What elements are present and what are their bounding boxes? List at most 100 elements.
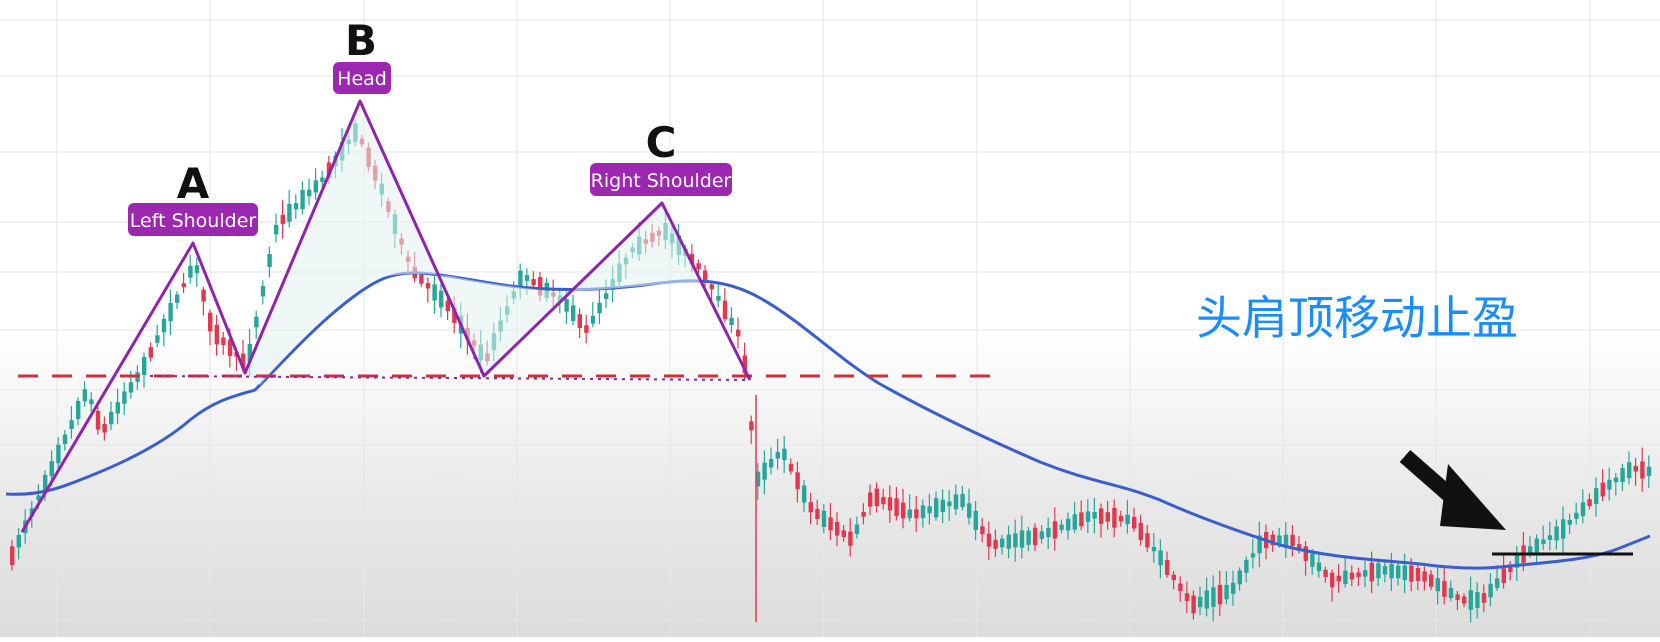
head-shoulders-line [20, 99, 752, 533]
candle-body [1072, 514, 1077, 530]
candle-body [947, 501, 952, 507]
candle-body [881, 496, 886, 505]
candle-body [1349, 572, 1355, 580]
candle-body [307, 189, 312, 197]
candle-body [1158, 550, 1163, 566]
candle-body [597, 302, 602, 314]
candle-body [1554, 526, 1559, 541]
candle-body [1363, 570, 1368, 577]
candle-body [1006, 534, 1011, 549]
candle-body [102, 424, 107, 433]
candle-body [1343, 570, 1348, 584]
candle-body [1369, 562, 1374, 582]
candle-body [848, 531, 853, 546]
candle-body [874, 488, 879, 507]
candle-body [445, 300, 450, 312]
candle-body [1488, 583, 1493, 598]
candle-body [432, 284, 437, 301]
candle-body [1633, 465, 1638, 472]
candle-body [782, 448, 787, 461]
candle-body [293, 203, 299, 210]
candle-body [775, 451, 780, 459]
candle-body [56, 444, 61, 464]
candle-body [161, 318, 167, 333]
arrow-down-right-icon [1399, 449, 1506, 530]
candle-body [148, 347, 153, 358]
candle-body [788, 463, 794, 472]
candle-body [1409, 565, 1414, 582]
candle-body [887, 497, 893, 511]
candle-body [808, 502, 813, 513]
candle-body [907, 509, 912, 519]
candle-body [1646, 466, 1652, 477]
candle-body [742, 355, 747, 374]
candle-body [36, 495, 41, 501]
candle-body [1574, 512, 1579, 519]
candle-body [221, 337, 226, 345]
peak-label-c: C [646, 118, 677, 167]
candle-body [1204, 590, 1209, 609]
candle-body [43, 474, 48, 492]
candle-body [1435, 578, 1440, 592]
candle-body [584, 325, 589, 333]
candle-body [274, 224, 279, 235]
candle-body [1118, 515, 1124, 522]
candle-body [920, 505, 926, 519]
candle-body [841, 530, 846, 537]
candle-body [1475, 592, 1480, 608]
candle-body [76, 400, 81, 420]
candle-body [564, 298, 569, 312]
candle-body [1211, 587, 1216, 607]
candle-body [604, 293, 609, 300]
candle-body [1198, 596, 1203, 608]
candle-body [1528, 546, 1533, 554]
candle-body [115, 402, 120, 414]
candle-body [1184, 593, 1190, 602]
candle-body [1356, 572, 1361, 577]
candle-body [1594, 488, 1599, 504]
candle-body [1250, 553, 1256, 558]
candle-body [828, 517, 833, 531]
candle-body [868, 492, 873, 507]
candle-body [69, 420, 74, 430]
candle-body [861, 511, 866, 517]
candle-body [1607, 479, 1612, 490]
candle-body [1303, 546, 1308, 561]
candle-body [1217, 584, 1223, 605]
candle-body [109, 411, 114, 425]
candle-body [168, 303, 173, 322]
candle-body [1237, 570, 1242, 585]
right-shoulder-text: Right Shoulder [591, 170, 732, 192]
candle-body [1415, 567, 1421, 581]
candle-body [128, 382, 134, 393]
candle-body [1396, 565, 1401, 579]
candle-body [1567, 519, 1572, 525]
candle-body [1244, 559, 1249, 573]
candle-body [1099, 508, 1104, 524]
candle-body [254, 316, 259, 328]
candle-body [1085, 511, 1091, 522]
annotation-text: 头肩顶移动止盈 [1196, 291, 1518, 345]
candle-body [577, 314, 582, 329]
candle-body [518, 270, 523, 288]
candle-body [1224, 584, 1229, 600]
pattern-area [245, 101, 750, 385]
candle-body [1231, 582, 1236, 594]
candle-body [313, 180, 318, 193]
candle-body [1277, 535, 1282, 545]
candle-body [703, 270, 708, 281]
candle-body [967, 503, 972, 518]
candle-body [214, 324, 219, 345]
candle-body [1079, 512, 1084, 527]
candle-body [89, 399, 94, 405]
candle-body [201, 289, 206, 302]
candle-body [769, 458, 774, 468]
candle-body [993, 539, 998, 549]
candle-body [188, 265, 193, 278]
candle-body [62, 434, 68, 444]
candle-body [1039, 531, 1044, 539]
peak-label-a: A [177, 159, 210, 208]
candle-body [689, 253, 695, 265]
candle-body [590, 315, 596, 324]
